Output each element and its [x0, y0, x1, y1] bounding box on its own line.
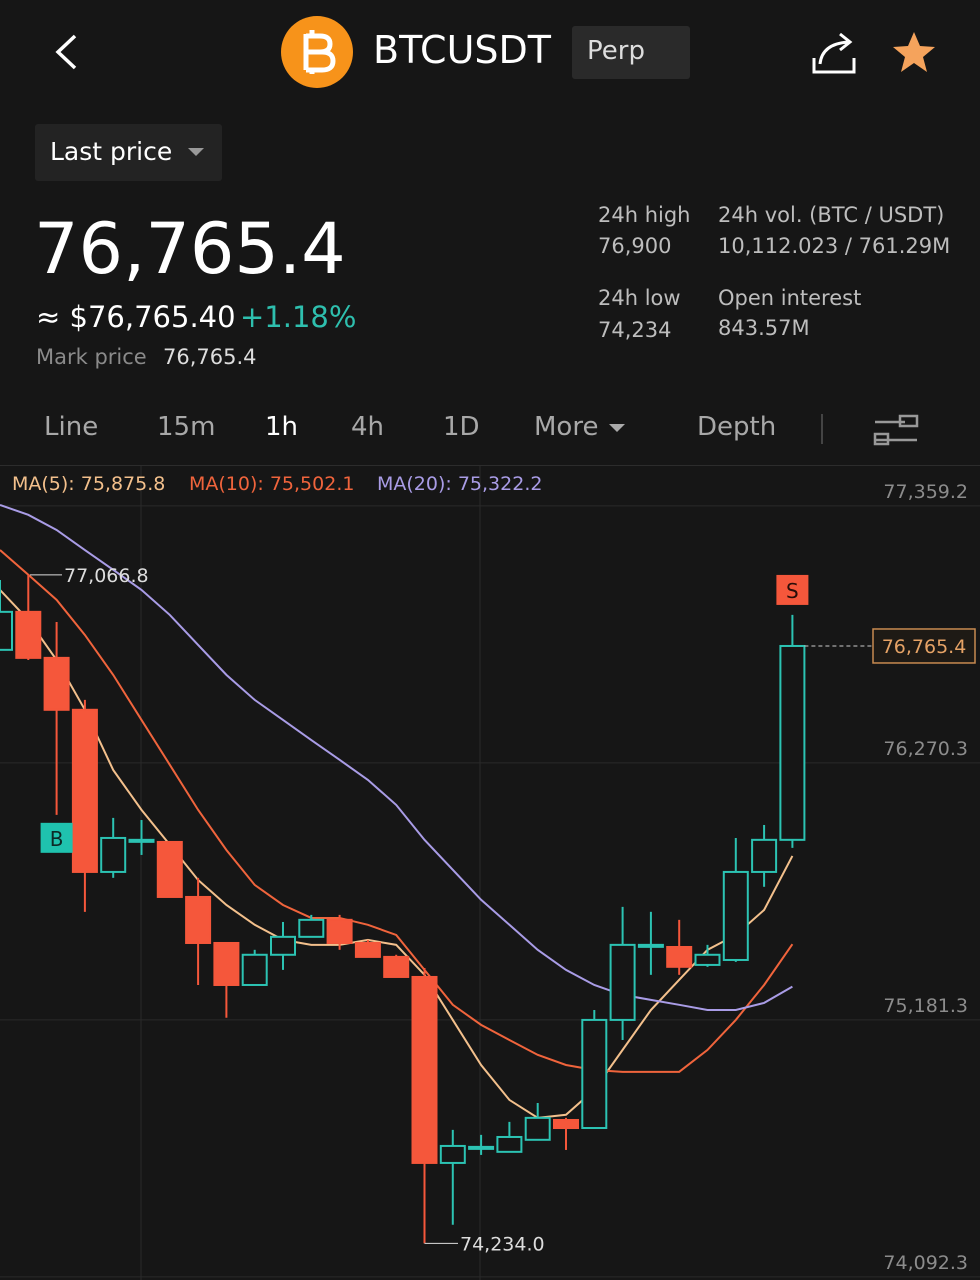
selector-caret — [188, 148, 204, 156]
candle-body — [185, 895, 212, 944]
candle-body — [411, 975, 438, 1164]
ma-line — [0, 589, 794, 1119]
candle-body — [128, 838, 155, 843]
candle-body — [581, 1018, 608, 1130]
mark-price: 76,765.4 — [163, 345, 257, 369]
ma-legend: MA(5): 75,875.8 — [12, 473, 165, 495]
candle-body — [439, 1144, 466, 1164]
y-tick-label: 75,181.3 — [883, 995, 968, 1017]
stat-label: 24h high — [598, 203, 691, 227]
candle-body — [468, 1145, 495, 1150]
price-selector[interactable] — [35, 124, 222, 181]
tab[interactable]: 1h — [265, 412, 299, 442]
candle-body — [0, 610, 13, 651]
sell-marker-box — [776, 574, 809, 605]
chart: 77,359.2 76,270.3 75,181.3 74,092.3 MA(5): 7… — [0, 466, 980, 1280]
stat-label: 24h vol. (BTC / USDT) — [718, 203, 945, 227]
y-tick-label: 77,359.2 — [883, 481, 968, 503]
tab[interactable]: Line — [44, 412, 99, 442]
stat-value: 74,234 — [598, 318, 672, 342]
candle-body — [298, 918, 325, 938]
candle-body — [553, 1118, 579, 1130]
mark-price-label: Mark price — [36, 345, 147, 369]
candle-body — [156, 840, 183, 898]
symbol: BTCUSDT — [373, 28, 551, 72]
candle-body — [270, 935, 296, 956]
candle-body — [15, 610, 42, 659]
usd-price: ≈ $76,765.40 — [36, 300, 236, 334]
candle-body — [71, 708, 98, 873]
stat-label: 24h low — [598, 286, 681, 310]
ma-legend: MA(10): 75,502.1 — [189, 473, 354, 495]
candle-body — [213, 941, 240, 986]
share-icon[interactable] — [812, 32, 856, 74]
sell-marker: S — [786, 579, 799, 603]
candle-body — [496, 1135, 523, 1153]
favorite-icon[interactable] — [893, 32, 935, 72]
tab[interactable]: More — [534, 412, 599, 442]
separator — [0, 465, 980, 466]
contract: Perp — [587, 36, 645, 66]
y-tick-label: 74,092.3 — [883, 1252, 968, 1274]
candle-body — [722, 870, 749, 961]
more-caret — [609, 424, 625, 432]
buy-marker: B — [50, 827, 64, 851]
last-price-tag-label: 76,765.4 — [882, 636, 967, 658]
tab[interactable]: 1D — [443, 412, 480, 442]
contract-box[interactable] — [572, 26, 690, 79]
stat-value: 76,900 — [598, 234, 672, 258]
buy-marker-box — [40, 822, 73, 853]
coin-glyph — [303, 30, 336, 74]
back-icon[interactable] — [55, 34, 77, 70]
price-selector-label: Last price — [50, 137, 173, 166]
candle-body — [609, 943, 636, 1021]
change: +1.18% — [240, 300, 357, 334]
stat-value: 843.57M — [718, 316, 810, 340]
ma-line — [0, 503, 793, 1012]
candle-body — [779, 644, 806, 841]
high-label: 77,066.8 — [64, 565, 149, 587]
stat-value: 10,112.023 / 761.29M — [718, 234, 951, 258]
ma-line — [0, 549, 794, 1073]
tab-icons — [609, 414, 919, 446]
candle-body — [241, 953, 268, 986]
tab[interactable]: 15m — [157, 412, 216, 442]
candle-body — [354, 941, 381, 958]
candle-body — [637, 943, 664, 948]
candle-body — [666, 945, 693, 968]
candle-body — [694, 953, 721, 966]
y-tick-label: 76,270.3 — [883, 738, 968, 760]
candle-body — [383, 955, 410, 978]
candle-body — [524, 1116, 551, 1141]
stat-label: Open interest — [718, 286, 862, 310]
last-price: 76,765.4 — [34, 208, 346, 290]
settings-icon[interactable] — [873, 414, 919, 446]
tab[interactable]: 4h — [351, 412, 385, 442]
last-price-tag — [872, 628, 976, 664]
low-label: 74,234.0 — [460, 1233, 545, 1255]
candle-body — [43, 656, 70, 711]
tab[interactable]: Depth — [697, 412, 777, 442]
ma-legend: MA(20): 75,322.2 — [377, 473, 542, 495]
candle-body — [326, 918, 353, 944]
candle-body — [100, 836, 127, 873]
candle-body — [751, 838, 778, 873]
